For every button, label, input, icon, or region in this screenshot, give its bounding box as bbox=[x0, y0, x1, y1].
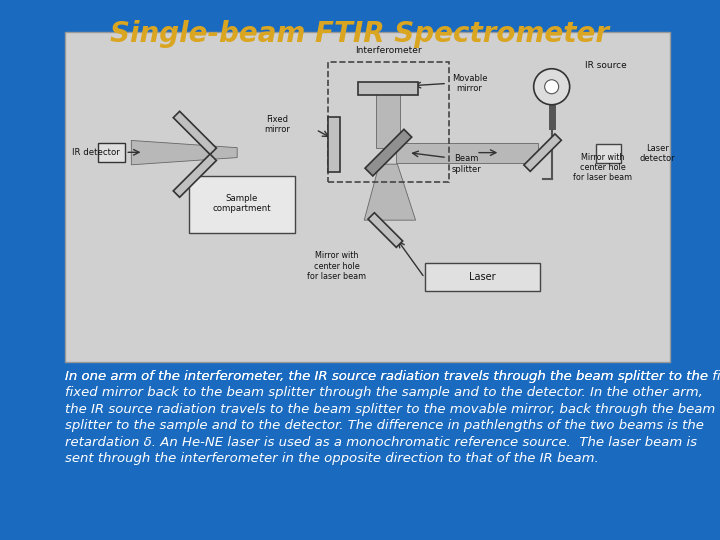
Text: Single-beam FTIR Spectrometer: Single-beam FTIR Spectrometer bbox=[110, 20, 610, 48]
Polygon shape bbox=[365, 129, 412, 176]
Bar bbox=[189, 176, 294, 233]
Polygon shape bbox=[368, 213, 402, 247]
Polygon shape bbox=[364, 164, 415, 220]
Polygon shape bbox=[328, 117, 340, 172]
Polygon shape bbox=[174, 154, 217, 197]
Text: IR source: IR source bbox=[585, 61, 626, 70]
Text: Fixed
mirror: Fixed mirror bbox=[264, 115, 290, 134]
Text: In one arm of the interferometer, the IR source radiation travels through the be: In one arm of the interferometer, the IR… bbox=[65, 370, 720, 383]
Text: In one arm of the interferometer, the IR source radiation travels through the be: In one arm of the interferometer, the IR… bbox=[65, 370, 715, 465]
Polygon shape bbox=[524, 134, 562, 171]
Text: Mirror with
center hole
for laser beam: Mirror with center hole for laser beam bbox=[307, 252, 366, 281]
Text: Laser
detector: Laser detector bbox=[639, 144, 675, 163]
Text: Movable
mirror: Movable mirror bbox=[452, 74, 487, 93]
Text: Sample
compartment: Sample compartment bbox=[212, 194, 271, 213]
Polygon shape bbox=[174, 111, 217, 154]
Polygon shape bbox=[359, 82, 418, 95]
Bar bbox=[596, 144, 621, 163]
Circle shape bbox=[534, 69, 570, 105]
Bar bbox=[65, 32, 670, 362]
Polygon shape bbox=[396, 143, 538, 163]
Bar bbox=[328, 62, 449, 183]
Text: Mirror with
center hole
for laser beam: Mirror with center hole for laser beam bbox=[573, 153, 632, 183]
Polygon shape bbox=[131, 140, 237, 165]
Circle shape bbox=[544, 80, 559, 94]
Text: Interferometer: Interferometer bbox=[355, 46, 422, 55]
Polygon shape bbox=[377, 94, 400, 147]
Bar bbox=[425, 263, 539, 291]
Text: Beam
splitter: Beam splitter bbox=[452, 154, 482, 174]
Bar bbox=[98, 144, 125, 161]
Text: Laser: Laser bbox=[469, 272, 495, 282]
Text: IR detector: IR detector bbox=[72, 148, 120, 157]
